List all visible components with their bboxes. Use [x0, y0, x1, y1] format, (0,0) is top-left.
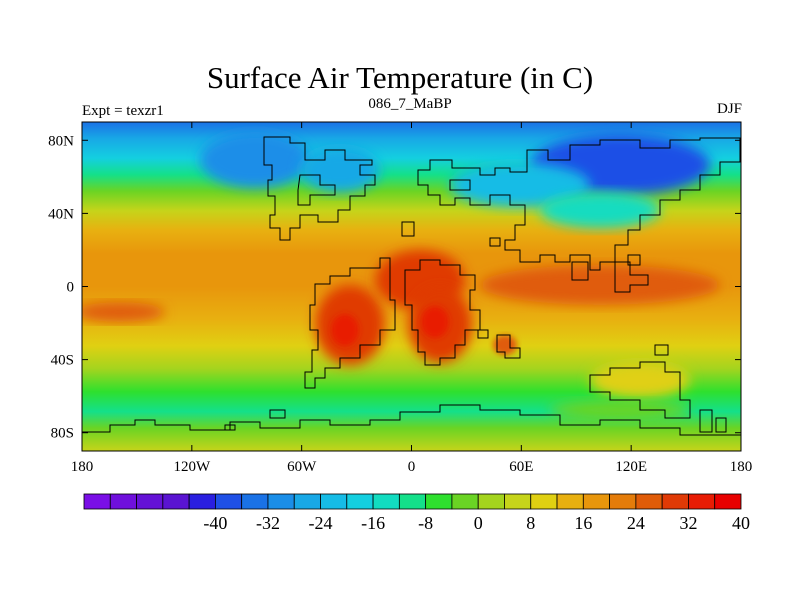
lon-tick-label: 120W — [173, 459, 211, 475]
lat-tick-label: 80S — [51, 426, 74, 442]
lat-tick-label: 0 — [67, 280, 75, 296]
colorbar-swatch — [609, 493, 637, 510]
colorbar-swatch — [241, 493, 269, 510]
colorbar-swatch — [372, 493, 400, 510]
colorbar-swatch — [504, 493, 532, 510]
colorbar-label: 40 — [732, 513, 750, 533]
colorbar-label: -8 — [418, 513, 433, 533]
colorbar-label: -24 — [309, 513, 333, 533]
colorbar-label: 16 — [574, 513, 592, 533]
lon-tick-label: 60W — [287, 459, 317, 475]
colorbar-swatch — [425, 493, 453, 510]
colorbar-swatch — [267, 493, 295, 510]
colorbar-swatch — [162, 493, 190, 510]
colorbar-swatch — [635, 493, 663, 510]
lat-tick-label: 40N — [48, 206, 74, 222]
period-label: 086_7_MaBP — [368, 96, 452, 112]
coastlines — [82, 136, 741, 436]
colorbar-swatch — [109, 493, 137, 510]
experiment-label: Expt = texzr1 — [82, 103, 164, 119]
colorbar-swatch — [293, 493, 321, 510]
lon-tick-label: 180 — [730, 459, 753, 475]
colorbar: -40 -32 -24 -16 -8 0 8 16 24 32 40 — [83, 493, 750, 533]
colorbar-label: -40 — [203, 513, 227, 533]
colorbar-label: -32 — [256, 513, 280, 533]
colorbar-swatch — [477, 493, 505, 510]
colorbar-label: -16 — [361, 513, 385, 533]
colorbar-swatch — [398, 493, 427, 510]
season-label: DJF — [716, 101, 742, 117]
lat-tick-label: 80N — [48, 133, 74, 149]
colorbar-swatch — [320, 493, 348, 510]
colorbar-swatch — [83, 493, 111, 510]
colorbar-swatch — [688, 493, 716, 510]
temperature-field — [82, 122, 741, 451]
colorbar-swatch — [214, 493, 243, 510]
colorbar-swatch — [188, 493, 216, 510]
colorbar-swatch — [530, 493, 558, 510]
colorbar-swatch — [556, 493, 584, 510]
longitude-axis: 180 120W 60W 0 60E 120E 180 — [71, 122, 753, 475]
colorbar-swatch — [346, 493, 374, 510]
colorbar-swatch — [661, 493, 689, 510]
colorbar-label: 24 — [627, 513, 645, 533]
colorbar-label: 8 — [526, 513, 535, 533]
colorbar-swatch — [582, 493, 611, 510]
lon-tick-label: 60E — [509, 459, 533, 475]
map-title: Surface Air Temperature (in C) — [206, 60, 594, 95]
colorbar-label: 0 — [474, 513, 483, 533]
colorbar-swatch — [714, 493, 742, 510]
lon-tick-label: 180 — [71, 459, 94, 475]
colorbar-swatch — [451, 493, 479, 510]
lon-tick-label: 120E — [615, 459, 647, 475]
colorbar-label: 32 — [679, 513, 697, 533]
latitude-axis: 80N 40N 0 40S 80S — [48, 133, 741, 442]
lon-tick-label: 0 — [408, 459, 416, 475]
colorbar-swatch — [136, 493, 164, 510]
lat-tick-label: 40S — [51, 353, 74, 369]
